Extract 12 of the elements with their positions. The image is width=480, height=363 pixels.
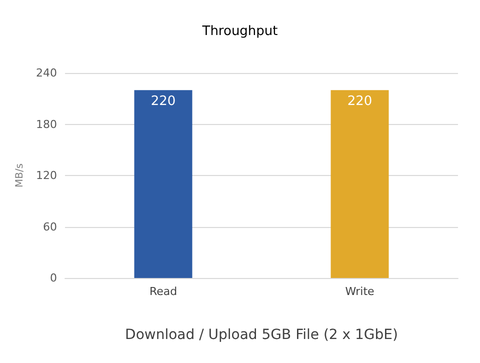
y-axis-title: MB/s bbox=[14, 163, 26, 188]
x-tick-label: Read bbox=[149, 285, 178, 298]
x-axis-title: Download / Upload 5GB File (2 x 1GbE) bbox=[125, 327, 398, 343]
data-label: 220 bbox=[347, 94, 372, 110]
y-tick-label: 120 bbox=[36, 169, 57, 182]
y-tick-label: 0 bbox=[50, 272, 57, 284]
y-tick-label: 240 bbox=[36, 66, 57, 80]
chart-title: Throughput bbox=[201, 24, 278, 39]
y-tick-label: 180 bbox=[36, 118, 57, 131]
x-tick-label: Write bbox=[345, 285, 374, 298]
y-tick-label: 60 bbox=[43, 220, 57, 234]
data-label: 220 bbox=[150, 94, 176, 110]
